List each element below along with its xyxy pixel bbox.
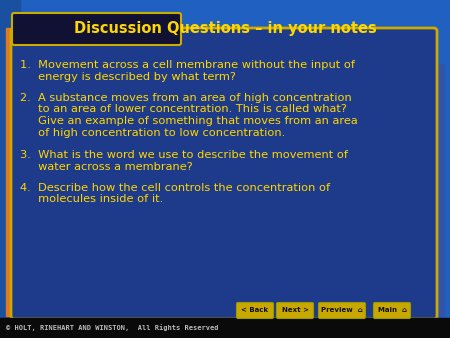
- FancyBboxPatch shape: [319, 303, 365, 318]
- FancyBboxPatch shape: [12, 13, 181, 45]
- Text: 1.  Movement across a cell membrane without the input of: 1. Movement across a cell membrane witho…: [20, 60, 355, 70]
- Text: Discussion Questions – in your notes: Discussion Questions – in your notes: [74, 22, 376, 37]
- FancyBboxPatch shape: [374, 303, 410, 318]
- Text: to an area of lower concentration. This is called what?: to an area of lower concentration. This …: [20, 104, 347, 115]
- FancyBboxPatch shape: [237, 303, 274, 318]
- Text: Next >: Next >: [282, 308, 309, 314]
- Bar: [6, 28, 14, 316]
- Text: 2.  A substance moves from an area of high concentration: 2. A substance moves from an area of hig…: [20, 93, 352, 103]
- Text: Give an example of something that moves from an area: Give an example of something that moves …: [20, 116, 358, 126]
- Text: of high concentration to low concentration.: of high concentration to low concentrati…: [20, 127, 285, 138]
- Bar: [0, 0, 20, 338]
- Bar: [0, 318, 450, 338]
- Text: 4.  Describe how the cell controls the concentration of: 4. Describe how the cell controls the co…: [20, 183, 330, 193]
- Text: © HOLT, RINEHART AND WINSTON,  All Rights Reserved: © HOLT, RINEHART AND WINSTON, All Rights…: [6, 324, 219, 332]
- Text: Preview  ⌂: Preview ⌂: [321, 308, 363, 314]
- Text: energy is described by what term?: energy is described by what term?: [20, 72, 236, 81]
- FancyBboxPatch shape: [11, 28, 437, 319]
- Text: water across a membrane?: water across a membrane?: [20, 162, 193, 171]
- Text: molecules inside of it.: molecules inside of it.: [20, 194, 163, 204]
- Bar: [432, 64, 444, 316]
- Text: < Back: < Back: [242, 308, 269, 314]
- Text: 3.  What is the word we use to describe the movement of: 3. What is the word we use to describe t…: [20, 150, 348, 160]
- Text: Main  ⌂: Main ⌂: [378, 308, 406, 314]
- FancyBboxPatch shape: [276, 303, 314, 318]
